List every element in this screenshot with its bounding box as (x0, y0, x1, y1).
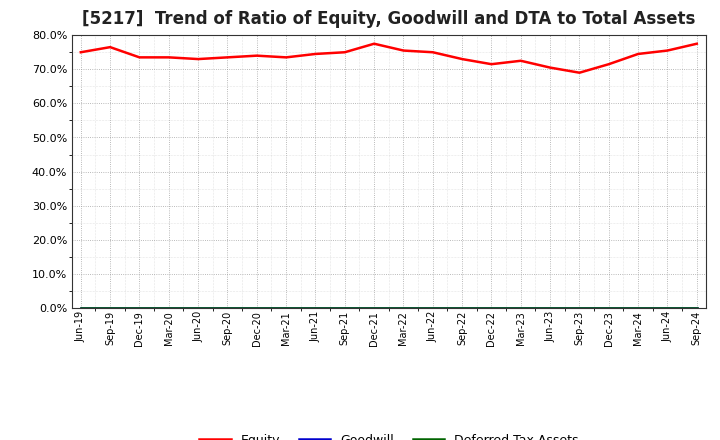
Goodwill (370, 305, 379, 311)
Equity (428, 50, 437, 55)
Equity (370, 41, 379, 46)
Goodwill (693, 305, 701, 311)
Equity (282, 55, 290, 60)
Deferred Tax Assets (311, 305, 320, 311)
Title: [5217]  Trend of Ratio of Equity, Goodwill and DTA to Total Assets: [5217] Trend of Ratio of Equity, Goodwil… (82, 10, 696, 28)
Deferred Tax Assets (399, 305, 408, 311)
Goodwill (135, 305, 144, 311)
Goodwill (428, 305, 437, 311)
Goodwill (76, 305, 85, 311)
Equity (223, 55, 232, 60)
Deferred Tax Assets (546, 305, 554, 311)
Goodwill (164, 305, 173, 311)
Deferred Tax Assets (106, 305, 114, 311)
Equity (135, 55, 144, 60)
Goodwill (341, 305, 349, 311)
Equity (516, 58, 525, 63)
Equity (311, 51, 320, 57)
Goodwill (487, 305, 496, 311)
Goodwill (194, 305, 202, 311)
Deferred Tax Assets (663, 305, 672, 311)
Deferred Tax Assets (223, 305, 232, 311)
Deferred Tax Assets (135, 305, 144, 311)
Deferred Tax Assets (575, 305, 584, 311)
Equity (106, 44, 114, 50)
Deferred Tax Assets (164, 305, 173, 311)
Equity (693, 41, 701, 46)
Equity (546, 65, 554, 70)
Goodwill (311, 305, 320, 311)
Goodwill (282, 305, 290, 311)
Goodwill (223, 305, 232, 311)
Equity (458, 56, 467, 62)
Equity (341, 50, 349, 55)
Goodwill (605, 305, 613, 311)
Deferred Tax Assets (458, 305, 467, 311)
Deferred Tax Assets (693, 305, 701, 311)
Goodwill (106, 305, 114, 311)
Deferred Tax Assets (76, 305, 85, 311)
Equity (487, 62, 496, 67)
Deferred Tax Assets (194, 305, 202, 311)
Equity (605, 62, 613, 67)
Deferred Tax Assets (341, 305, 349, 311)
Goodwill (253, 305, 261, 311)
Deferred Tax Assets (428, 305, 437, 311)
Equity (399, 48, 408, 53)
Deferred Tax Assets (282, 305, 290, 311)
Deferred Tax Assets (516, 305, 525, 311)
Goodwill (516, 305, 525, 311)
Goodwill (458, 305, 467, 311)
Goodwill (546, 305, 554, 311)
Deferred Tax Assets (605, 305, 613, 311)
Goodwill (575, 305, 584, 311)
Deferred Tax Assets (634, 305, 642, 311)
Equity (164, 55, 173, 60)
Deferred Tax Assets (487, 305, 496, 311)
Equity (253, 53, 261, 58)
Equity (194, 56, 202, 62)
Equity (575, 70, 584, 75)
Equity (663, 48, 672, 53)
Deferred Tax Assets (370, 305, 379, 311)
Goodwill (634, 305, 642, 311)
Goodwill (663, 305, 672, 311)
Deferred Tax Assets (253, 305, 261, 311)
Goodwill (399, 305, 408, 311)
Equity (634, 51, 642, 57)
Legend: Equity, Goodwill, Deferred Tax Assets: Equity, Goodwill, Deferred Tax Assets (194, 429, 583, 440)
Equity (76, 50, 85, 55)
Line: Equity: Equity (81, 44, 697, 73)
